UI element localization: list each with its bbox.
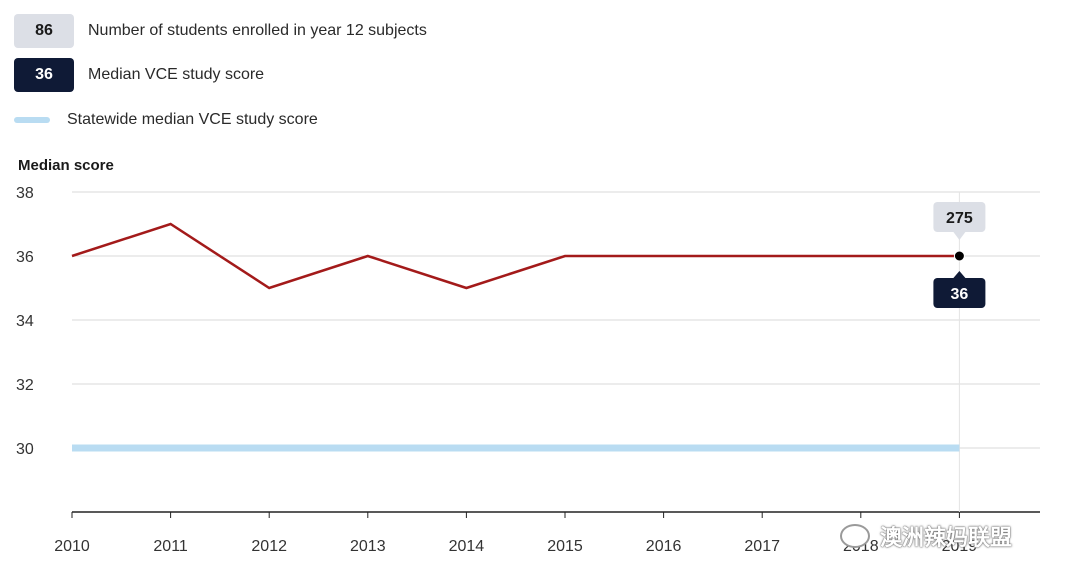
median-legend-label: Median VCE study score [88, 66, 265, 83]
watermark: 澳洲辣妈联盟 [840, 520, 1012, 552]
x-tick-label: 2017 [744, 538, 780, 555]
y-tick-label: 32 [16, 377, 34, 394]
statewide-legend-swatch [14, 117, 50, 123]
y-tick-label: 38 [16, 185, 34, 202]
y-axis-title: Median score [18, 157, 114, 174]
x-tick-label: 2013 [350, 538, 386, 555]
tooltip-enrolled-pointer [953, 232, 966, 240]
legend-item-median: 36 Median VCE study score [14, 58, 264, 92]
highlighted-point [953, 250, 965, 262]
wechat-icon [840, 524, 870, 548]
y-tick-label: 30 [16, 441, 34, 458]
legend-item-enrolled: 86 Number of students enrolled in year 1… [14, 14, 427, 48]
tooltip-median-pointer [953, 271, 966, 278]
y-tick-label: 34 [16, 313, 34, 330]
x-tick-label: 2016 [646, 538, 682, 555]
tooltip-enrolled-value: 275 [946, 210, 973, 227]
statewide-legend-label: Statewide median VCE study score [67, 111, 318, 128]
watermark-text: 澳洲辣妈联盟 [880, 526, 1013, 551]
tooltip-median-value: 36 [951, 286, 969, 303]
y-tick-label: 36 [16, 249, 34, 266]
median-badge: 36 [14, 58, 74, 92]
enrolled-badge: 86 [14, 14, 74, 48]
x-tick-label: 2012 [251, 538, 287, 555]
tooltip-median-box [933, 278, 986, 308]
x-tick-label: 2010 [54, 538, 90, 555]
x-tick-label: 2011 [153, 538, 188, 555]
legend-item-statewide: Statewide median VCE study score [14, 103, 318, 137]
x-tick-label: 2019 [942, 538, 978, 555]
enrolled-legend-label: Number of students enrolled in year 12 s… [88, 22, 427, 39]
x-tick-label: 2014 [449, 538, 485, 555]
series-line-median [71, 222, 960, 290]
x-tick-label: 2015 [547, 538, 583, 555]
tooltip-enrolled-box [933, 202, 986, 232]
